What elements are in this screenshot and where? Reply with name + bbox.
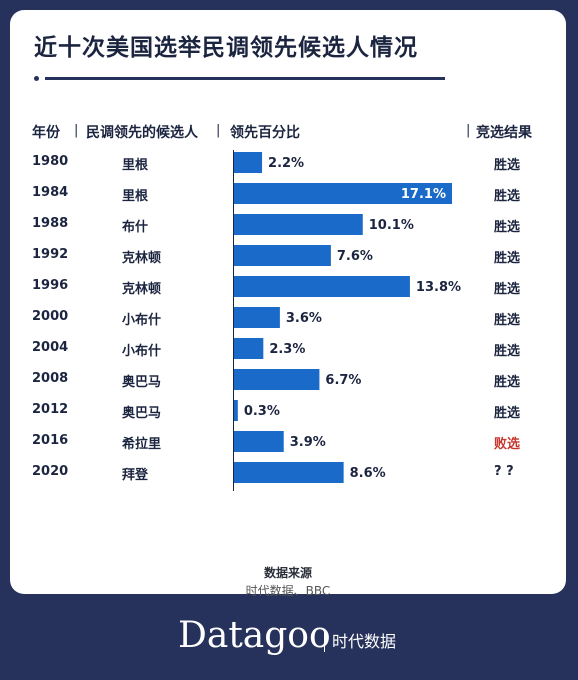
bar-2004 — [234, 338, 264, 359]
source-value: 时代数据、BBC — [245, 584, 331, 598]
brand-logo: Datagoo — [178, 615, 331, 656]
header-separator-3: | — [466, 123, 471, 138]
row-candidate: 奥巴马 — [122, 375, 162, 390]
row-result: 胜选 — [494, 189, 521, 204]
row-result: 败选 — [494, 437, 521, 452]
chart-card: 近十次美国选举民调领先候选人情况 年份 | 民调领先的候选人 | 领先百分比 |… — [10, 10, 566, 598]
row-result: 胜选 — [494, 406, 521, 421]
row-candidate: 希拉里 — [122, 437, 162, 452]
header-candidate: 民调领先的候选人 — [86, 125, 198, 141]
bar-1984 — [234, 183, 452, 204]
bar-label-1996: 13.8% — [416, 280, 461, 295]
bar-2000 — [234, 307, 280, 328]
row-year: 1980 — [32, 154, 69, 169]
header-separator-2: | — [216, 123, 221, 138]
brand-subtitle: 时代数据 — [332, 632, 397, 651]
row-year: 2020 — [32, 464, 69, 479]
row-candidate: 小布什 — [122, 313, 162, 328]
row-year: 1984 — [32, 185, 69, 200]
row-result: 胜选 — [494, 313, 521, 328]
bar-label-1992: 7.6% — [337, 249, 373, 264]
bar-label-2004: 2.3% — [269, 342, 305, 357]
row-result: 胜选 — [494, 282, 521, 297]
source-label: 数据来源 — [263, 566, 312, 580]
bar-1980 — [234, 152, 263, 173]
header-result: 竞选结果 — [476, 125, 532, 141]
row-year: 2000 — [32, 309, 69, 324]
header-percent: 领先百分比 — [230, 125, 300, 141]
header-year: 年份 — [32, 125, 60, 141]
row-year: 2016 — [32, 433, 69, 448]
bar-2012 — [234, 400, 238, 421]
row-candidate: 里根 — [122, 189, 149, 204]
bar-label-1984: 17.1% — [401, 187, 446, 202]
row-year: 2004 — [32, 340, 69, 355]
bar-1996 — [234, 276, 410, 297]
bar-1992 — [234, 245, 331, 266]
row-result: 胜选 — [494, 375, 521, 390]
row-candidate: 拜登 — [122, 468, 149, 483]
bar-label-2016: 3.9% — [290, 435, 326, 450]
bar-2008 — [234, 369, 320, 390]
bar-label-2000: 3.6% — [286, 311, 322, 326]
header-separator-1: | — [74, 123, 79, 138]
bar-2016 — [234, 431, 284, 452]
row-candidate: 布什 — [122, 220, 149, 235]
row-result: 胜选 — [494, 251, 521, 266]
row-result: ? ? — [494, 464, 514, 479]
title-dot — [34, 76, 39, 81]
bar-2020 — [234, 462, 344, 483]
row-year: 1992 — [32, 247, 69, 262]
bar-chart: 2.2% 17.1% 10.1% 7.6% 13.8% 3.6% 2.3% 6.7% 0.3% 3… — [234, 152, 461, 483]
row-result: 胜选 — [494, 158, 521, 173]
brand-divider — [324, 630, 325, 652]
chart-title: 近十次美国选举民调领先候选人情况 — [34, 35, 418, 61]
row-candidate: 克林顿 — [122, 251, 162, 266]
row-candidate: 克林顿 — [122, 282, 162, 297]
bar-label-2008: 6.7% — [325, 373, 361, 388]
title-rule — [45, 77, 445, 80]
row-candidate: 小布什 — [122, 344, 162, 359]
row-candidate: 奥巴马 — [122, 406, 162, 421]
bar-1988 — [234, 214, 363, 235]
row-year: 2012 — [32, 402, 69, 417]
bar-label-1988: 10.1% — [369, 218, 414, 233]
row-candidate: 里根 — [122, 158, 149, 173]
bar-axis-line — [233, 150, 234, 491]
row-result: 胜选 — [494, 344, 521, 359]
row-result: 胜选 — [494, 220, 521, 235]
row-year: 1988 — [32, 216, 69, 231]
row-year: 2008 — [32, 371, 69, 386]
row-year: 1996 — [32, 278, 69, 293]
bar-label-2020: 8.6% — [350, 466, 386, 481]
bar-label-2012: 0.3% — [244, 404, 280, 419]
bar-label-1980: 2.2% — [268, 156, 304, 171]
